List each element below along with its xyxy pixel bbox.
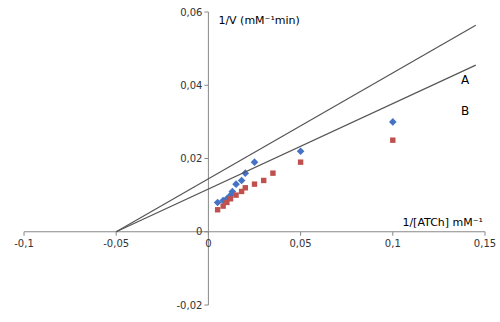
y-tick-label: -0,02: [177, 300, 203, 311]
diamond-point: [297, 147, 305, 155]
diamond-point: [238, 177, 246, 185]
x-tick: [116, 232, 117, 236]
x-tick-label: 0,15: [474, 238, 496, 249]
square-point: [233, 192, 238, 197]
x-tick-label: 0: [205, 238, 211, 249]
regression-line: [116, 25, 476, 232]
y-tick: [204, 158, 208, 159]
x-tick: [208, 232, 209, 236]
y-tick-label: 0,02: [180, 153, 202, 164]
x-tick-label: 0,1: [385, 238, 401, 249]
plot-marks: [116, 25, 476, 232]
y-tick-label: 0,04: [180, 80, 202, 91]
y-tick: [204, 12, 208, 13]
diamond-point: [251, 158, 259, 166]
x-tick: [300, 232, 301, 236]
square-point: [243, 185, 248, 190]
y-tick: [204, 85, 208, 86]
square-point: [270, 170, 275, 175]
diamond-point: [389, 118, 397, 126]
y-axis-label: 1/V (mM⁻¹min): [218, 14, 299, 27]
x-tick: [392, 232, 393, 236]
y-tick-label: 0,06: [180, 7, 202, 18]
square-point: [390, 137, 395, 142]
y-tick: [204, 231, 208, 232]
x-tick-label: -0,1: [14, 238, 34, 249]
x-axis-label: 1/[ATCh] mM⁻¹: [402, 216, 483, 229]
chart: -0,1 -0,05 0 0,05 0,1 0,15 -0,02 0 0,02 0,04 0,06 A…: [0, 0, 500, 322]
square-point: [252, 181, 257, 186]
x-tick: [24, 232, 25, 236]
x-tick: [485, 232, 486, 236]
square-point: [261, 178, 266, 183]
regression-line: [116, 65, 476, 232]
square-point: [228, 196, 233, 201]
square-point: [215, 207, 220, 212]
diamond-point: [232, 180, 240, 188]
square-point: [298, 159, 303, 164]
y-tick-label: 0: [196, 226, 202, 237]
line-label: B: [461, 104, 469, 118]
x-tick-label: 0,05: [289, 238, 311, 249]
line-label: A: [461, 73, 470, 87]
y-tick: [204, 305, 208, 306]
x-tick-label: -0,05: [103, 238, 129, 249]
x-axis: [24, 231, 485, 232]
